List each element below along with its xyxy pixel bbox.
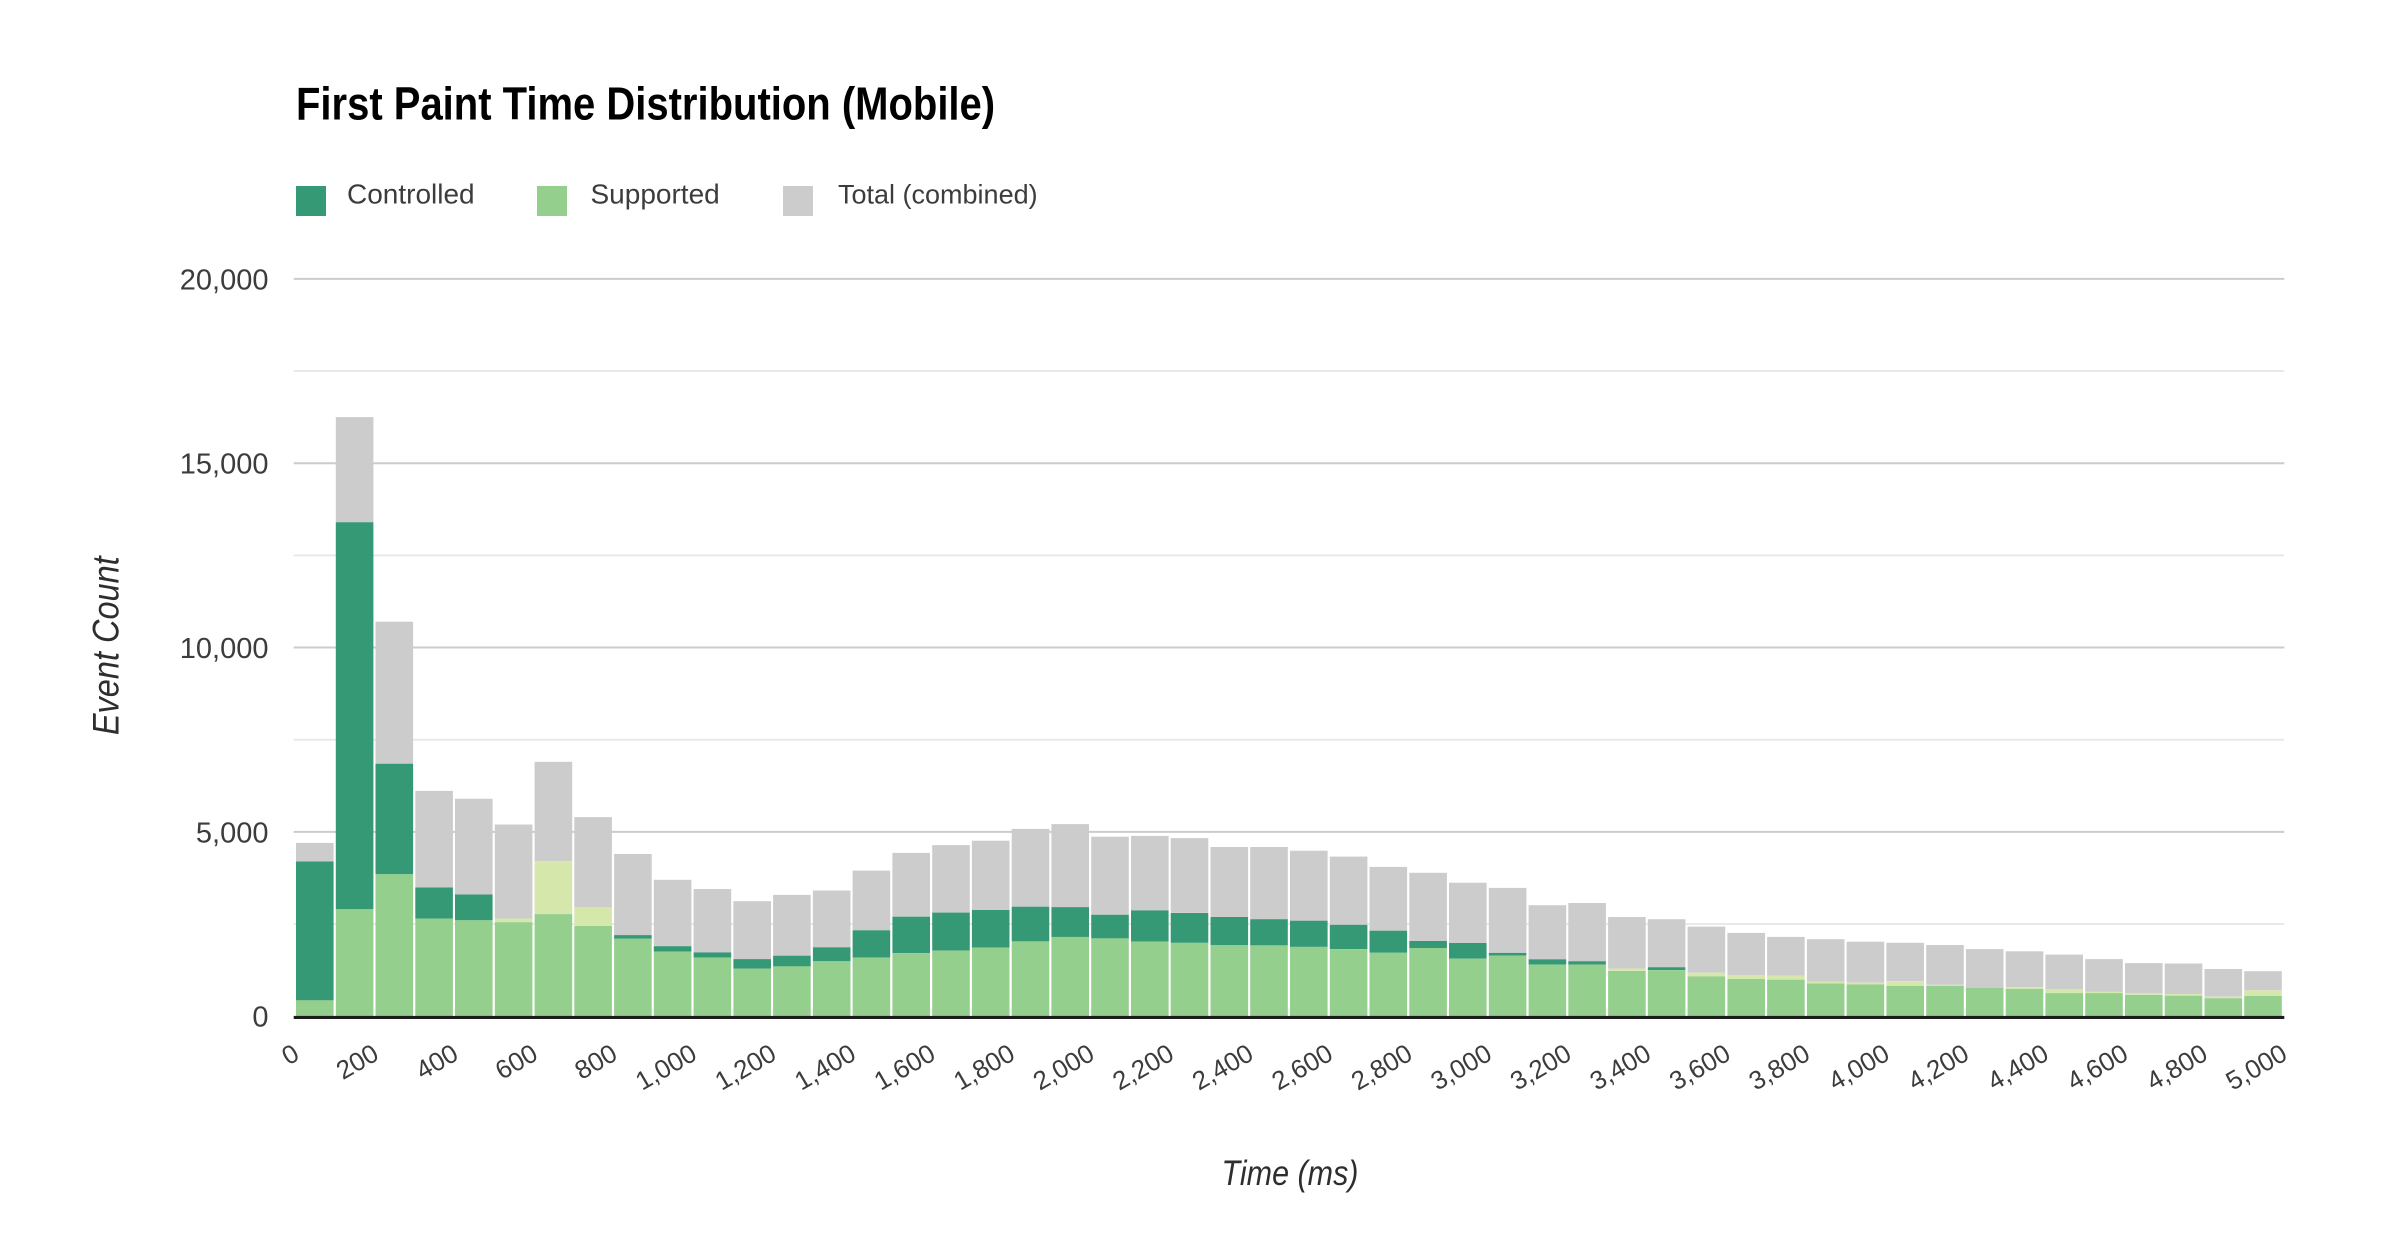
svg-text:Supported: Supported bbox=[591, 179, 720, 210]
svg-text:0: 0 bbox=[252, 1002, 268, 1034]
svg-text:15,000: 15,000 bbox=[180, 449, 269, 481]
svg-text:Controlled: Controlled bbox=[347, 179, 475, 210]
svg-text:10,000: 10,000 bbox=[180, 633, 269, 665]
svg-text:Event Count: Event Count bbox=[85, 555, 127, 735]
svg-text:Time (ms): Time (ms) bbox=[1222, 1153, 1359, 1192]
svg-text:5,000: 5,000 bbox=[196, 817, 269, 849]
svg-text:First Paint Time Distribution: First Paint Time Distribution (Mobile) bbox=[296, 79, 995, 130]
svg-text:20,000: 20,000 bbox=[180, 264, 269, 296]
svg-text:Total (combined): Total (combined) bbox=[838, 180, 1038, 210]
